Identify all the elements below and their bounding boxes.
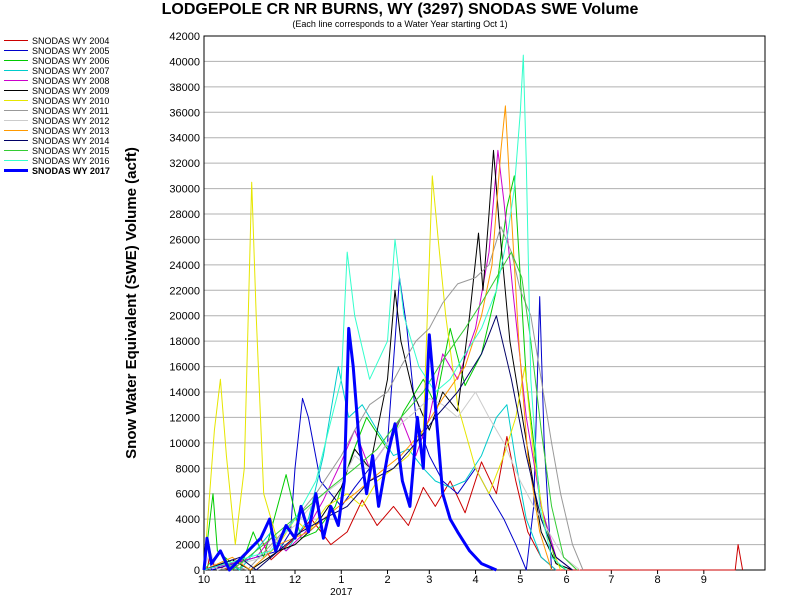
y-tick-label: 36000 xyxy=(169,107,200,119)
legend-item: SNODAS WY 2006 xyxy=(4,56,130,66)
y-tick-label: 30000 xyxy=(169,184,200,196)
series-line-snodas-wy-2017 xyxy=(202,326,497,572)
legend-swatch xyxy=(4,160,28,161)
legend-item: SNODAS WY 2016 xyxy=(4,156,130,166)
legend-swatch xyxy=(4,130,28,131)
legend: SNODAS WY 2004 SNODAS WY 2005 SNODAS WY 20… xyxy=(4,36,130,176)
y-tick-label: 22000 xyxy=(169,285,200,297)
legend-item: SNODAS WY 2005 xyxy=(4,46,130,56)
x-tick-label: 9 xyxy=(701,574,707,586)
y-tick-label: 26000 xyxy=(169,234,200,246)
series-line-snodas-wy-2008 xyxy=(203,149,573,571)
y-tick-label: 20000 xyxy=(169,311,200,323)
y-axis-label: Snow Water Equivalent (SWE) Volume (acft… xyxy=(123,147,140,459)
legend-item: SNODAS WY 2015 xyxy=(4,146,130,156)
series-line-snodas-wy-2013 xyxy=(203,105,553,571)
y-tick-label: 6000 xyxy=(176,489,200,501)
legend-label: SNODAS WY 2010 xyxy=(32,96,110,106)
legend-swatch xyxy=(4,90,28,91)
x-tick-label: 1 xyxy=(338,574,344,586)
legend-label: SNODAS WY 2005 xyxy=(32,46,110,56)
legend-swatch xyxy=(4,60,28,61)
y-tick-label: 38000 xyxy=(169,82,200,94)
legend-item: SNODAS WY 2017 xyxy=(4,166,130,176)
legend-label: SNODAS WY 2012 xyxy=(32,116,110,126)
legend-swatch xyxy=(4,40,28,41)
y-tick-label: 8000 xyxy=(176,463,200,475)
legend-item: SNODAS WY 2012 xyxy=(4,116,130,126)
x-tick-label: 5 xyxy=(517,574,523,586)
legend-item: SNODAS WY 2009 xyxy=(4,86,130,96)
legend-swatch xyxy=(4,100,28,101)
legend-label: SNODAS WY 2017 xyxy=(32,166,110,176)
x-tick-label: 2 xyxy=(384,574,390,586)
legend-item: SNODAS WY 2011 xyxy=(4,106,130,116)
legend-label: SNODAS WY 2014 xyxy=(32,136,110,146)
legend-label: SNODAS WY 2011 xyxy=(32,106,109,116)
y-tick-label: 18000 xyxy=(169,336,200,348)
legend-item: SNODAS WY 2014 xyxy=(4,136,130,146)
y-tick-label: 2000 xyxy=(176,540,200,552)
series-line-snodas-wy-2009 xyxy=(203,149,573,571)
legend-item: SNODAS WY 2008 xyxy=(4,76,130,86)
legend-item: SNODAS WY 2004 xyxy=(4,36,130,46)
legend-label: SNODAS WY 2004 xyxy=(32,36,110,46)
y-tick-label: 28000 xyxy=(169,209,200,221)
y-tick-label: 42000 xyxy=(169,31,200,43)
y-tick-label: 34000 xyxy=(169,133,200,145)
legend-swatch xyxy=(4,110,28,111)
series-line-snodas-wy-2007 xyxy=(203,366,557,571)
x-tick-label: 12 xyxy=(289,574,301,586)
series-line-snodas-wy-2012 xyxy=(203,391,581,571)
x-year-label: 2017 xyxy=(330,587,353,598)
y-tick-label: 32000 xyxy=(169,158,200,170)
y-tick-label: 40000 xyxy=(169,56,200,68)
legend-swatch xyxy=(4,140,28,141)
plot-frame xyxy=(203,35,766,571)
legend-label: SNODAS WY 2007 xyxy=(32,66,110,76)
legend-label: SNODAS WY 2009 xyxy=(32,86,110,96)
x-tick-label: 6 xyxy=(563,574,569,586)
x-tick-label: 11 xyxy=(245,574,256,586)
x-tick-label: 7 xyxy=(608,574,614,586)
y-tick-label: 14000 xyxy=(169,387,200,399)
y-tick-label: 16000 xyxy=(169,362,200,374)
legend-label: SNODAS WY 2006 xyxy=(32,56,110,66)
legend-item: SNODAS WY 2013 xyxy=(4,126,130,136)
legend-label: SNODAS WY 2013 xyxy=(32,126,110,136)
chart-subtitle: (Each line corresponds to a Water Year s… xyxy=(292,19,508,29)
legend-label: SNODAS WY 2008 xyxy=(32,76,110,86)
x-tick-label: 4 xyxy=(472,574,478,586)
y-tick-label: 0 xyxy=(194,565,200,577)
legend-swatch xyxy=(4,169,28,172)
legend-swatch xyxy=(4,150,28,151)
legend-label: SNODAS WY 2016 xyxy=(32,156,110,166)
series-line-snodas-wy-2016 xyxy=(203,54,567,571)
legend-item: SNODAS WY 2010 xyxy=(4,96,130,106)
y-tick-label: 24000 xyxy=(169,260,200,272)
legend-label: SNODAS WY 2015 xyxy=(32,146,110,156)
legend-swatch xyxy=(4,120,28,121)
x-tick-label: 3 xyxy=(426,574,432,586)
y-tick-label: 4000 xyxy=(176,514,200,526)
x-tick-label: 10 xyxy=(198,574,210,586)
legend-swatch xyxy=(4,70,28,71)
legend-item: SNODAS WY 2007 xyxy=(4,66,130,76)
chart-title: LODGEPOLE CR NR BURNS, WY (3297) SNODAS … xyxy=(161,1,639,18)
y-tick-label: 12000 xyxy=(169,412,200,424)
legend-swatch xyxy=(4,80,28,81)
legend-swatch xyxy=(4,50,28,51)
y-tick-label: 10000 xyxy=(169,438,200,450)
x-tick-label: 8 xyxy=(655,574,661,586)
